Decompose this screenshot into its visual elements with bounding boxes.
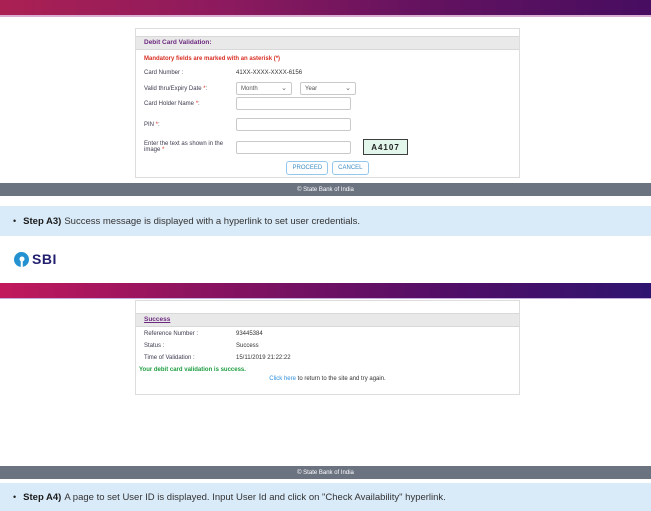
sbi-logo-text: SBI	[32, 251, 57, 267]
success-title: Success	[144, 316, 171, 323]
expiry-year-select[interactable]: Year ⌄	[300, 82, 356, 95]
status-value: Success	[236, 343, 259, 349]
chevron-down-icon: ⌄	[281, 84, 287, 92]
validation-success-message: Your debit card validation is success.	[139, 367, 246, 373]
captcha-row: Enter the text as shown in the image * A…	[144, 139, 511, 155]
card-holder-name-row: Card Holder Name *:	[144, 97, 511, 110]
copyright-footer-1: © State Bank of India	[0, 183, 651, 196]
pin-input[interactable]	[236, 118, 351, 131]
expiry-date-label: Valid thru/Expiry Date *:	[144, 85, 208, 92]
success-panel: Success Reference Number : 93445384 Stat…	[135, 300, 520, 395]
panel-title: Debit Card Validation:	[144, 39, 212, 46]
panel-title-bar: Debit Card Validation:	[136, 36, 519, 50]
status-row: Status : Success	[144, 343, 511, 351]
time-of-validation-row: Time of Validation : 15/11/2019 21:22:22	[144, 355, 511, 363]
success-details: Reference Number : 93445384 Status : Suc…	[136, 327, 519, 382]
click-here-link[interactable]: Click here	[269, 376, 296, 382]
expiry-year-value: Year	[305, 85, 318, 92]
card-number-value: 41XX-XXXX-XXXX-6156	[236, 70, 303, 76]
expiry-month-value: Month	[241, 85, 258, 92]
copyright-footer-2: © State Bank of India	[0, 466, 651, 479]
form-buttons-row: PROCEED CANCEL	[144, 161, 511, 175]
sbi-header-gradient-bar-1	[0, 0, 651, 17]
expiry-date-row: Valid thru/Expiry Date *: Month ⌄ Year ⌄	[144, 82, 511, 95]
debit-card-validation-panel: Debit Card Validation: Mandatory fields …	[135, 28, 520, 178]
pin-label: PIN *:	[144, 121, 160, 128]
card-number-label: Card Number :	[144, 70, 184, 76]
sbi-header-gradient-bar-2	[0, 283, 651, 299]
reference-number-row: Reference Number : 93445384	[144, 331, 511, 339]
success-title-bar: Success	[136, 313, 519, 327]
step-a4-label: Step A4)	[23, 491, 62, 503]
step-a3-label: Step A3)	[23, 215, 62, 227]
card-number-row: Card Number : 41XX-XXXX-XXXX-6156	[144, 69, 511, 77]
captcha-input[interactable]	[236, 140, 351, 154]
bullet-icon: •	[13, 492, 17, 502]
return-link-line: Click here to return to the site and try…	[144, 376, 511, 382]
card-holder-name-label: Card Holder Name *:	[144, 100, 200, 107]
reference-number-value: 93445384	[236, 331, 263, 337]
sbi-logo: SBI	[14, 251, 57, 267]
step-a4-bar: • Step A4) A page to set User ID is disp…	[0, 483, 651, 511]
step-a3-bar: • Step A3) Success message is displayed …	[0, 206, 651, 236]
reference-number-label: Reference Number :	[144, 331, 199, 337]
chevron-down-icon: ⌄	[345, 84, 351, 92]
mandatory-note: Mandatory fields are marked with an aste…	[144, 56, 281, 62]
sbi-keyhole-icon	[14, 251, 29, 267]
cancel-button[interactable]: CANCEL	[332, 161, 369, 175]
bullet-icon: •	[13, 216, 17, 226]
time-of-validation-label: Time of Validation :	[144, 355, 195, 361]
proceed-button[interactable]: PROCEED	[286, 161, 329, 175]
pin-row: PIN *:	[144, 118, 511, 131]
copyright-text: © State Bank of India	[297, 186, 354, 193]
step-a4-text: A page to set User ID is displayed. Inpu…	[64, 491, 446, 503]
debit-card-form: Mandatory fields are marked with an aste…	[136, 50, 519, 175]
captcha-image: A4107	[363, 139, 408, 155]
card-holder-name-input[interactable]	[236, 97, 351, 110]
status-label: Status :	[144, 343, 165, 349]
copyright-text: © State Bank of India	[297, 469, 354, 476]
captcha-label: Enter the text as shown in the image *	[144, 141, 224, 153]
step-a3-text: Success message is displayed with a hype…	[64, 215, 361, 227]
expiry-month-select[interactable]: Month ⌄	[236, 82, 292, 95]
return-link-suffix: to return to the site and try again.	[295, 376, 386, 382]
time-of-validation-value: 15/11/2019 21:22:22	[236, 355, 291, 361]
